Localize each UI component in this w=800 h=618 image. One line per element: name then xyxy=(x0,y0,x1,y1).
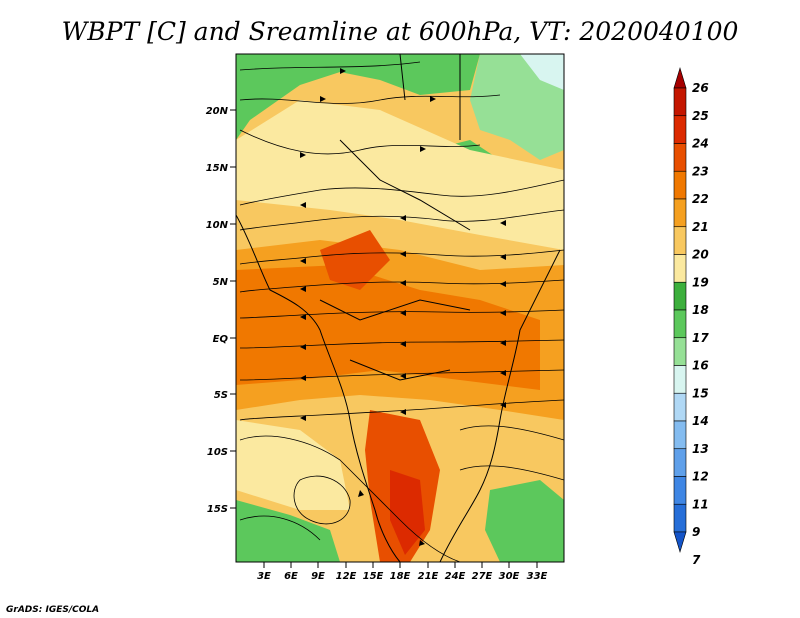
north-green-region xyxy=(236,54,480,140)
yellow-band-north xyxy=(236,100,564,250)
southeast-light-region xyxy=(440,420,530,480)
lat-label: 10S xyxy=(207,447,228,458)
colorbar-label: 25 xyxy=(692,109,709,123)
lon-axis: 3E 6E 9E 12E 15E 18E 21E 24E 27E 30E 33E xyxy=(257,562,548,582)
lat-label: 5S xyxy=(214,390,228,401)
colorbar-swatch xyxy=(673,115,687,144)
southwest-green-region xyxy=(236,500,340,562)
colorbar-swatch xyxy=(673,337,687,366)
lon-label: 27E xyxy=(472,571,493,582)
colorbar-swatch xyxy=(673,226,687,255)
lat-label: 15N xyxy=(206,163,229,174)
colorbar-label: 16 xyxy=(692,359,709,373)
colorbar-label: 19 xyxy=(692,275,709,289)
lon-label: 21E xyxy=(418,571,439,582)
lon-label: 15E xyxy=(363,571,384,582)
colorbar-bottom-arrow xyxy=(673,531,687,554)
colorbar-swatch xyxy=(673,392,687,422)
colorbar-swatch xyxy=(673,254,687,283)
colorbar-swatch xyxy=(673,365,687,394)
equatorial-core xyxy=(236,265,540,390)
colorbar-swatch xyxy=(673,170,687,200)
colorbar-label: 23 xyxy=(692,164,709,178)
colorbar-label: 11 xyxy=(692,497,709,511)
colorbar-label: 7 xyxy=(692,553,701,567)
lat-axis: 20N 15N 10N 5N EQ 5S 10S 15S xyxy=(206,106,236,515)
colorbar-swatch xyxy=(673,309,687,339)
colorbar-swatch xyxy=(673,420,687,450)
lat-label: 5N xyxy=(213,277,229,288)
colorbar-label: 24 xyxy=(692,137,709,151)
colorbar-swatch xyxy=(673,198,687,228)
colorbar-swatch xyxy=(673,87,687,117)
southeast-green-region xyxy=(485,480,564,562)
lon-label: 24E xyxy=(445,571,466,582)
lon-label: 12E xyxy=(336,571,357,582)
hot-spot-north xyxy=(320,230,390,290)
northeast-green-region xyxy=(470,54,564,160)
colorbar-label: 12 xyxy=(692,470,709,484)
colorbar-label: 26 xyxy=(692,81,709,95)
colorbar: 26 25 24 23 22 21 20 19 18 17 16 15 14 13 12 11 9 7 xyxy=(673,66,709,567)
cold-pocket xyxy=(520,54,564,90)
streamline-arrows xyxy=(300,68,506,546)
credit-text: GrADS: IGES/COLA xyxy=(6,605,99,615)
colorbar-label: 14 xyxy=(692,414,709,428)
colorbar-label: 13 xyxy=(692,442,709,456)
lon-label: 3E xyxy=(257,571,271,582)
colorbar-swatch xyxy=(673,448,687,477)
colorbar-label: 21 xyxy=(692,220,709,234)
south-hot-core xyxy=(390,470,425,555)
lon-label: 9E xyxy=(311,571,325,582)
colorbar-label: 18 xyxy=(692,303,709,317)
colorbar-label: 9 xyxy=(692,525,700,539)
map-panel xyxy=(236,54,564,562)
colorbar-top-arrow xyxy=(673,66,687,89)
colorbar-swatch xyxy=(673,476,687,505)
streamlines xyxy=(239,61,564,562)
southwest-yellow-region xyxy=(236,420,350,510)
colorbar-label: 15 xyxy=(692,386,709,400)
colorbar-label: 22 xyxy=(692,192,709,206)
colorbar-label: 20 xyxy=(692,248,709,262)
lat-label: 20N xyxy=(206,106,229,117)
lat-label: EQ xyxy=(213,334,229,345)
lon-label: 33E xyxy=(527,571,548,582)
colorbar-swatch xyxy=(673,143,687,172)
lon-label: 6E xyxy=(284,571,298,582)
lat-label: 10N xyxy=(206,220,229,231)
lon-label: 18E xyxy=(390,571,411,582)
colorbar-label: 17 xyxy=(692,331,709,345)
lon-label: 30E xyxy=(499,571,520,582)
map-title: WBPT [C] and Sreamline at 600hPa, VT: 20… xyxy=(62,17,739,46)
colorbar-swatch xyxy=(673,281,687,311)
colorbar-swatch xyxy=(673,503,687,533)
lat-label: 15S xyxy=(207,504,228,515)
